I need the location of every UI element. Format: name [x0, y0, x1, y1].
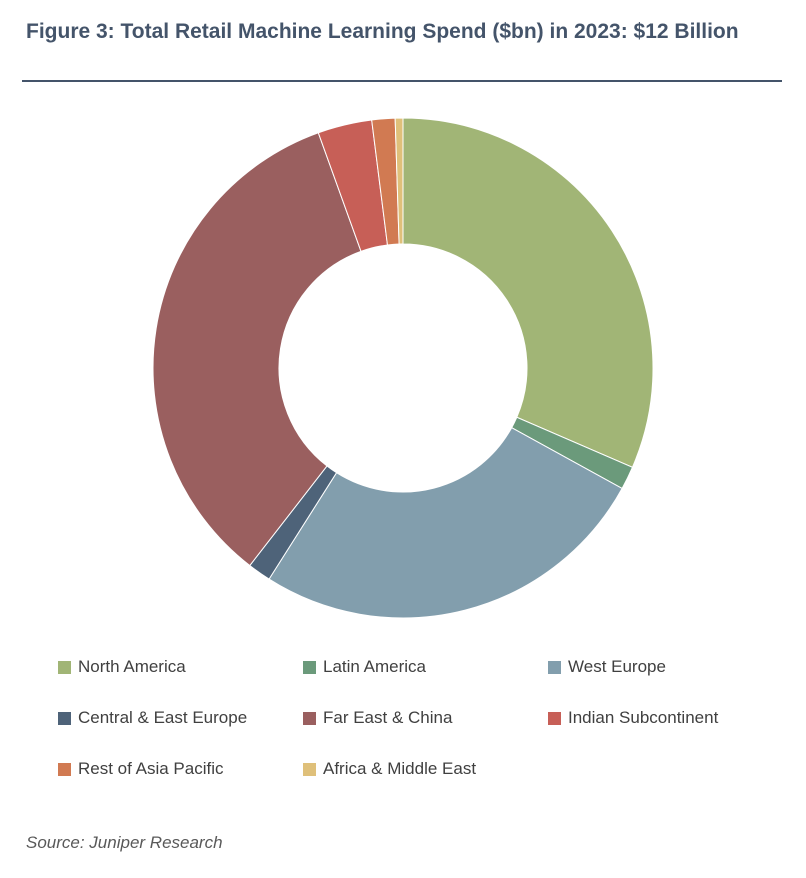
source-note: Source: Juniper Research [26, 833, 223, 852]
slice-far-east-china [152, 132, 362, 567]
chart-title: Figure 3: Total Retail Machine Learning … [26, 20, 739, 43]
slice-north-america [402, 117, 654, 468]
slice-west-europe [268, 427, 623, 619]
title-divider [22, 80, 782, 82]
slice-africa-middle-east [394, 117, 404, 245]
